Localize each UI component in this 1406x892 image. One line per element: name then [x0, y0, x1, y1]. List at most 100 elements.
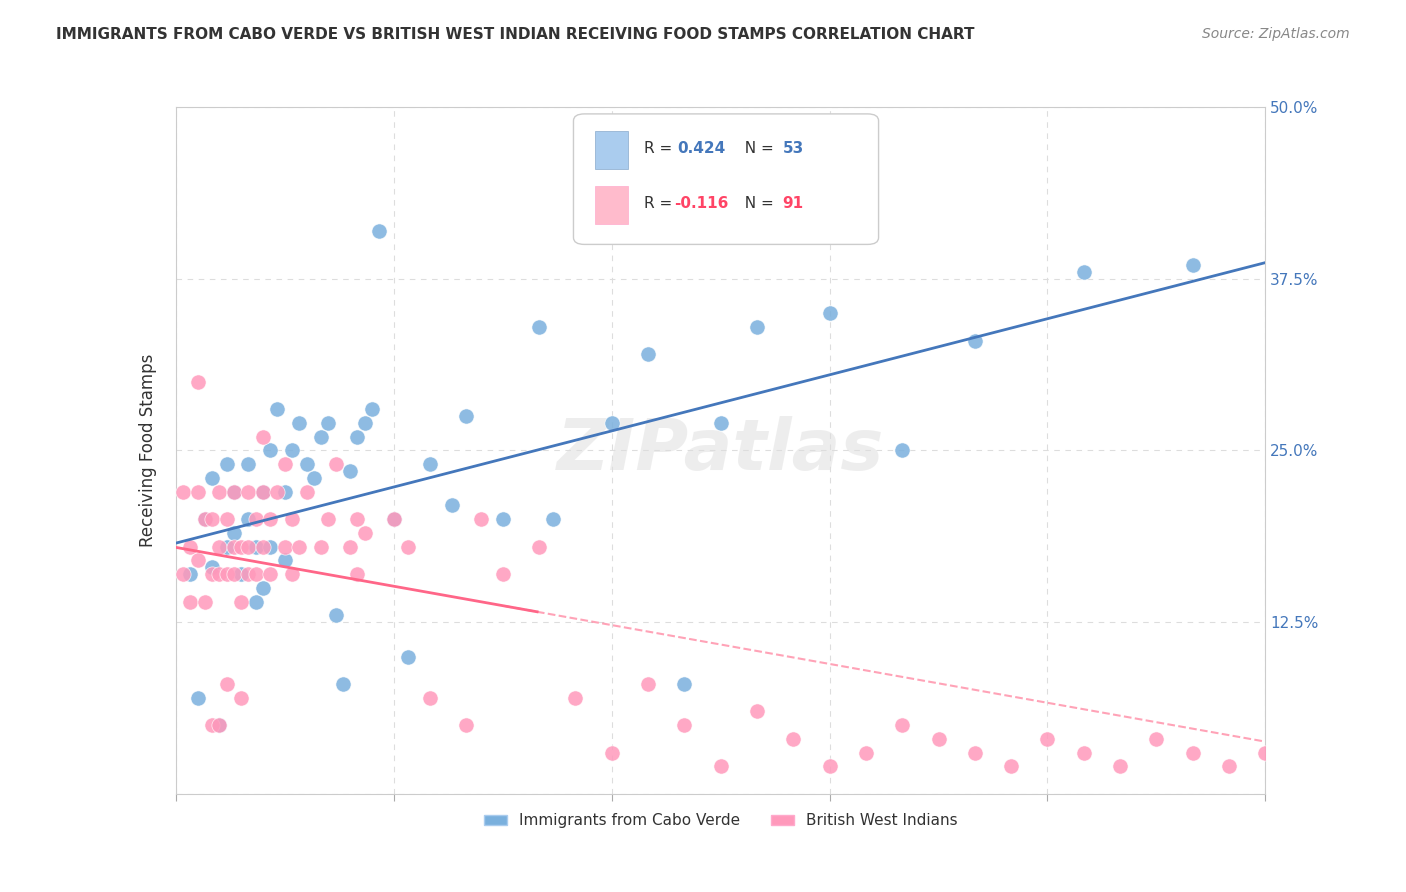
Point: [266, 402, 288, 417]
Point: [201, 471, 224, 485]
Text: 53: 53: [783, 141, 804, 156]
Point: [172, 484, 194, 499]
Point: [179, 594, 201, 608]
Point: [215, 567, 238, 582]
Point: [179, 540, 201, 554]
Point: [745, 705, 768, 719]
Point: [252, 484, 274, 499]
FancyBboxPatch shape: [595, 186, 628, 224]
Point: [215, 677, 238, 691]
Point: [492, 512, 515, 526]
Point: [673, 718, 696, 732]
Point: [1291, 759, 1313, 773]
Point: [339, 464, 361, 478]
Point: [1109, 759, 1132, 773]
Text: -0.116: -0.116: [673, 195, 728, 211]
Point: [215, 540, 238, 554]
Text: N =: N =: [735, 141, 779, 156]
Point: [346, 430, 368, 444]
FancyBboxPatch shape: [574, 114, 879, 244]
Point: [309, 430, 332, 444]
Point: [252, 581, 274, 595]
Point: [295, 457, 318, 471]
Point: [215, 457, 238, 471]
Point: [238, 457, 260, 471]
Point: [637, 347, 659, 361]
Point: [208, 484, 231, 499]
Point: [318, 512, 340, 526]
Point: [186, 553, 209, 567]
Point: [745, 319, 768, 334]
Point: [564, 690, 586, 705]
Text: R =: R =: [644, 195, 678, 211]
Point: [1073, 746, 1095, 760]
Point: [259, 567, 281, 582]
Point: [492, 567, 515, 582]
Point: [274, 457, 297, 471]
Point: [231, 690, 253, 705]
Point: [238, 567, 260, 582]
Text: 0.424: 0.424: [678, 141, 725, 156]
Point: [456, 409, 478, 424]
Point: [222, 484, 245, 499]
Point: [194, 512, 217, 526]
Point: [201, 567, 224, 582]
Point: [231, 567, 253, 582]
Point: [208, 567, 231, 582]
Point: [186, 690, 209, 705]
Point: [245, 567, 267, 582]
Text: ZIPatlas: ZIPatlas: [557, 416, 884, 485]
Point: [673, 677, 696, 691]
Point: [1146, 731, 1168, 746]
Point: [1327, 746, 1350, 760]
Point: [238, 512, 260, 526]
Point: [274, 484, 297, 499]
Point: [368, 224, 391, 238]
Point: [637, 677, 659, 691]
Point: [928, 731, 950, 746]
Point: [222, 540, 245, 554]
Point: [201, 512, 224, 526]
Point: [710, 759, 733, 773]
Point: [288, 540, 311, 554]
Point: [245, 512, 267, 526]
Point: [1073, 265, 1095, 279]
Point: [259, 512, 281, 526]
Point: [382, 512, 405, 526]
Point: [855, 746, 877, 760]
Point: [302, 471, 325, 485]
Point: [259, 443, 281, 458]
Point: [274, 540, 297, 554]
Point: [527, 319, 550, 334]
Point: [891, 443, 914, 458]
Point: [318, 416, 340, 430]
Point: [1364, 759, 1386, 773]
Point: [782, 731, 804, 746]
Point: [309, 540, 332, 554]
Point: [396, 649, 419, 664]
Point: [194, 512, 217, 526]
Point: [1254, 746, 1277, 760]
Text: Source: ZipAtlas.com: Source: ZipAtlas.com: [1202, 27, 1350, 41]
Point: [281, 443, 304, 458]
Point: [1036, 731, 1059, 746]
Point: [288, 416, 311, 430]
Point: [353, 416, 375, 430]
Point: [252, 430, 274, 444]
Point: [222, 525, 245, 540]
Point: [281, 567, 304, 582]
Point: [325, 457, 347, 471]
Point: [353, 525, 375, 540]
Point: [201, 560, 224, 574]
Point: [186, 375, 209, 389]
Point: [238, 484, 260, 499]
Point: [963, 746, 986, 760]
Point: [346, 567, 368, 582]
Legend: Immigrants from Cabo Verde, British West Indians: Immigrants from Cabo Verde, British West…: [478, 807, 963, 834]
Point: [339, 540, 361, 554]
Point: [396, 540, 419, 554]
Point: [201, 718, 224, 732]
Point: [172, 567, 194, 582]
Point: [419, 457, 441, 471]
Point: [222, 484, 245, 499]
